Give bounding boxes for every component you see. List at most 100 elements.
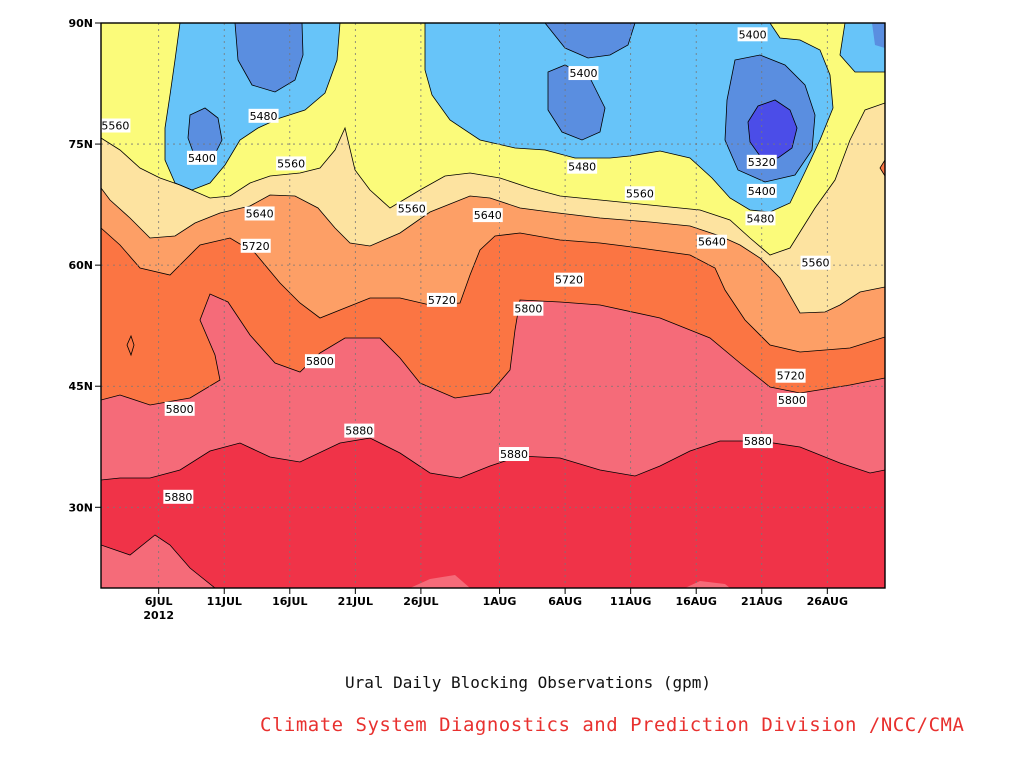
contour-fill-layer xyxy=(101,23,885,588)
contour-label: 5880 xyxy=(344,423,375,438)
contour-line-5480-main xyxy=(424,23,834,213)
contour-label-text: 5640 xyxy=(474,209,502,222)
fill-5320-5400-west-a xyxy=(235,23,303,92)
contour-label-text: 5400 xyxy=(188,152,216,165)
contour-label-text: 5800 xyxy=(306,355,334,368)
contour-label-box xyxy=(624,186,655,201)
x-tick-sublabel: 2012 xyxy=(143,609,174,622)
contour-label-text: 5560 xyxy=(101,120,129,133)
y-tick-label: 60N xyxy=(68,259,93,272)
x-tick-label: 11AUG xyxy=(610,595,651,608)
contour-label-text: 5880 xyxy=(500,448,528,461)
contour-label-box xyxy=(186,150,217,165)
contour-label-box xyxy=(276,156,307,171)
contour-label-box xyxy=(696,234,727,249)
x-tick-label: 26AUG xyxy=(807,595,848,608)
contour-label-text: 5880 xyxy=(744,435,772,448)
fill-5320-5400-west-b xyxy=(188,108,222,160)
fill-east-dot xyxy=(880,160,885,176)
contour-line-5480-west xyxy=(164,23,341,191)
x-tick-label: 21AUG xyxy=(741,595,782,608)
y-axis: 30N 45N 60N 75N 90N xyxy=(68,17,101,514)
contour-label-box xyxy=(746,183,777,198)
contour-line-5400-main xyxy=(724,54,816,183)
contour-label-text: 5720 xyxy=(428,294,456,307)
contour-label: 5400 xyxy=(568,66,599,81)
contour-line-5400-arc xyxy=(544,23,636,59)
contour-label: 5800 xyxy=(304,354,335,369)
contour-label: 5640 xyxy=(244,206,275,221)
contour-label-box xyxy=(164,401,195,416)
contour-label-text: 5320 xyxy=(748,156,776,169)
contour-label: 5480 xyxy=(567,159,598,174)
fill-5400-5480 xyxy=(425,23,833,212)
contour-label-text: 5800 xyxy=(166,403,194,416)
x-tick-label: 26JUL xyxy=(403,595,438,608)
contour-label: 5560 xyxy=(100,118,131,133)
contour-label: 5560 xyxy=(396,201,427,216)
contour-label-text: 5720 xyxy=(777,370,805,383)
contour-label: 5720 xyxy=(554,272,585,287)
contour-label-box xyxy=(567,159,598,174)
contour-line-small-east xyxy=(879,159,885,177)
contour-label-text: 5480 xyxy=(746,212,774,225)
contour-label: 5720 xyxy=(240,238,271,253)
chart-caption-credit: Climate System Diagnostics and Predictio… xyxy=(260,714,965,736)
contour-label-text: 5560 xyxy=(626,187,654,200)
plot-frame xyxy=(100,22,886,589)
contour-line-5480-ne xyxy=(839,23,885,73)
y-tick-label: 90N xyxy=(68,17,93,30)
contour-label-text: 5400 xyxy=(569,67,597,80)
contour-label-box xyxy=(426,292,457,307)
contour-label-box xyxy=(396,201,427,216)
gridlines xyxy=(101,23,885,588)
y-tick-label: 45N xyxy=(68,380,93,393)
contour-label-box xyxy=(344,423,375,438)
y-tick-label: 75N xyxy=(68,138,93,151)
fill-5320-5400-arc xyxy=(545,23,635,58)
contour-label: 5880 xyxy=(163,489,194,504)
contour-label-text: 5640 xyxy=(246,207,274,220)
fill-5480-5560-yellow-strip xyxy=(101,23,135,45)
contour-labels: 5400 5480 5560 5560 5640 5720 5560 5640 5720 5800… xyxy=(100,27,831,504)
contour-label: 5800 xyxy=(513,301,544,316)
contour-line-small-west xyxy=(126,334,135,357)
x-tick-label: 21JUL xyxy=(338,595,373,608)
contour-label-text: 5720 xyxy=(242,240,270,253)
contour-label: 5880 xyxy=(498,447,529,462)
contour-line-5320 xyxy=(747,99,798,159)
contour-label: 5480 xyxy=(248,108,279,123)
contour-label-text: 5560 xyxy=(398,203,426,216)
fill-5320-5400-drop xyxy=(548,65,605,140)
contour-label: 5400 xyxy=(186,150,217,165)
contour-label-box xyxy=(742,434,773,449)
contour-label-text: 5480 xyxy=(250,110,278,123)
fill-below-5320 xyxy=(748,100,797,158)
contour-label: 5720 xyxy=(426,292,457,307)
contour-label-box xyxy=(248,108,279,123)
x-tick-label: 16JUL xyxy=(272,595,307,608)
contour-label-box xyxy=(240,238,271,253)
contour-label-box xyxy=(100,118,131,133)
contour-label: 5880 xyxy=(742,434,773,449)
contour-label-box xyxy=(568,66,599,81)
contour-label-text: 5560 xyxy=(277,157,305,170)
contour-label-text: 5400 xyxy=(748,185,776,198)
contour-label-text: 5880 xyxy=(345,425,373,438)
contour-label-text: 5400 xyxy=(739,28,767,41)
contour-line-5400-west-b xyxy=(187,107,223,161)
contour-label: 5400 xyxy=(737,27,768,42)
contour-label-text: 5560 xyxy=(802,257,830,270)
contour-label: 5560 xyxy=(276,156,307,171)
contour-label: 5400 xyxy=(746,183,777,198)
x-tick-label: 11JUL xyxy=(207,595,242,608)
contour-label: 5560 xyxy=(624,186,655,201)
contour-label-box xyxy=(244,206,275,221)
contour-label: 5800 xyxy=(776,392,807,407)
contour-line-5640 xyxy=(101,187,885,314)
contour-label: 5720 xyxy=(775,368,806,383)
contour-label: 5320 xyxy=(746,154,777,169)
contour-label-box xyxy=(800,255,831,270)
x-tick-label: 16AUG xyxy=(675,595,716,608)
